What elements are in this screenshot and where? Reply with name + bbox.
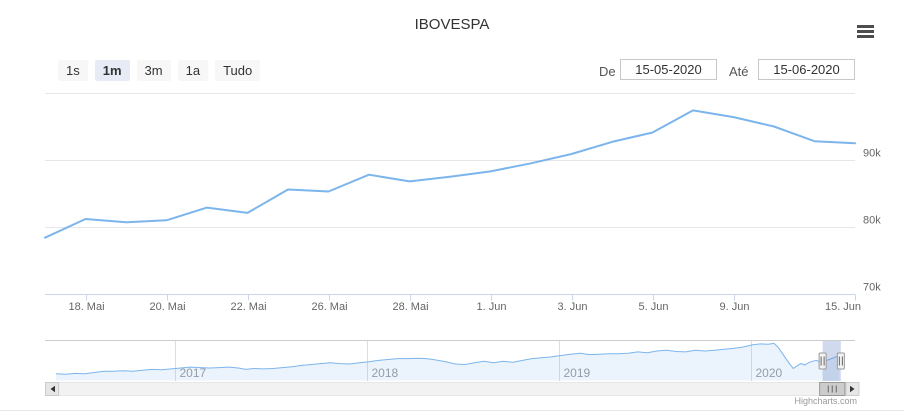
range-button-3m[interactable]: 3m: [136, 60, 171, 81]
x-axis-label: 20. Mai: [149, 301, 185, 313]
x-axis-label: 15. Jun: [825, 301, 861, 313]
highcharts-credit-link[interactable]: Highcharts.com: [794, 396, 857, 406]
x-axis-label: 3. Jun: [558, 301, 588, 313]
x-axis-label: 1. Jun: [477, 301, 507, 313]
range-selector-buttons: 1s 1m 3m 1a Tudo: [58, 60, 267, 81]
x-axis-label: 28. Mai: [392, 301, 428, 313]
range-button-tudo[interactable]: Tudo: [215, 60, 261, 81]
navigator-year-label: 2018: [372, 366, 399, 380]
date-from-label: De: [599, 64, 616, 79]
x-axis-label: 18. Mai: [68, 301, 104, 313]
hamburger-bar: [857, 25, 874, 28]
y-axis-label: 70k: [863, 282, 881, 294]
price-line-series[interactable]: [44, 109, 856, 239]
left-arrow-icon: [50, 385, 55, 393]
date-to-label: Até: [729, 64, 749, 79]
range-button-1s[interactable]: 1s: [58, 60, 88, 81]
hamburger-menu-icon[interactable]: [857, 25, 874, 38]
range-button-1a[interactable]: 1a: [177, 60, 209, 81]
x-axis-label: 5. Jun: [639, 301, 669, 313]
y-axis-label: 90k: [863, 148, 881, 160]
chart-title: IBOVESPA: [414, 16, 490, 33]
navigator-year-label: 2020: [756, 366, 783, 380]
hamburger-bar: [857, 30, 874, 33]
range-button-1m[interactable]: 1m: [94, 60, 130, 81]
navigator-area-series[interactable]: [55, 342, 840, 375]
navigator-selected-mask[interactable]: [822, 341, 841, 381]
navigator-year-label: 2019: [564, 366, 591, 380]
navigator-handle-left[interactable]: [818, 352, 827, 370]
x-axis-label: 26. Mai: [311, 301, 347, 313]
scrollbar-track[interactable]: [58, 382, 847, 396]
right-arrow-icon: [850, 385, 855, 393]
plot-area[interactable]: [45, 93, 855, 294]
navigator-handle-right[interactable]: [836, 352, 845, 370]
date-to-input[interactable]: [758, 59, 855, 80]
x-axis-label: 9. Jun: [720, 301, 750, 313]
navigator-year-label: 2017: [180, 366, 207, 380]
hamburger-bar: [857, 35, 874, 38]
date-from-input[interactable]: [620, 59, 717, 80]
y-axis-label: 80k: [863, 215, 881, 227]
x-axis-label: 22. Mai: [230, 301, 266, 313]
